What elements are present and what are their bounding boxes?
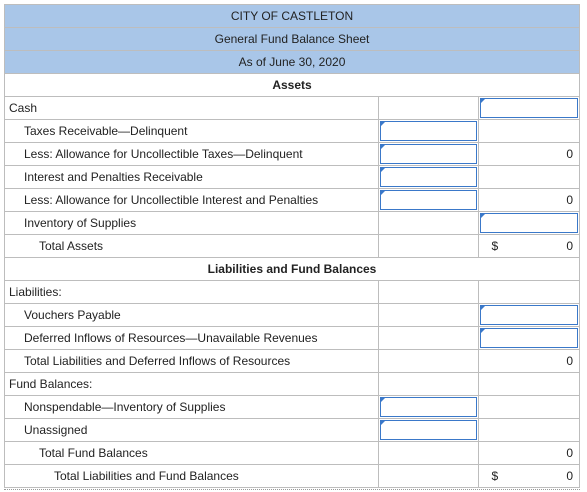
nonspendable-label: Nonspendable—Inventory of Supplies [4,395,379,419]
unassigned-label: Unassigned [4,418,379,442]
taxes-receivable-col3 [478,119,580,143]
total-assets-label: Total Assets [4,234,379,258]
total-liab-fund-label: Total Liabilities and Fund Balances [4,464,379,488]
fund-balances-col2 [377,372,480,396]
total-liabilities-value: 0 [478,349,580,373]
vouchers-payable-col2 [377,303,480,327]
inventory-col2 [377,211,480,235]
statement-date: As of June 30, 2020 [4,50,580,74]
taxes-receivable-input[interactable] [377,119,480,143]
taxes-receivable-label: Taxes Receivable—Delinquent [4,119,379,143]
liabilities-col3 [478,280,580,304]
total-liab-fund-dollar: $ [491,469,499,483]
total-assets-value: 0 [566,239,573,253]
cash-label: Cash [4,96,379,120]
allowance-taxes-value: 0 [478,142,580,166]
vouchers-payable-label: Vouchers Payable [4,303,379,327]
deferred-inflows-label: Deferred Inflows of Resources—Unavailabl… [4,326,379,350]
allowance-taxes-input[interactable] [377,142,480,166]
unassigned-input[interactable] [377,418,480,442]
bottom-divider [4,489,580,490]
vouchers-payable-input[interactable] [478,303,580,327]
allowance-interest-input[interactable] [377,188,480,212]
total-liabilities-col2 [377,349,480,373]
inventory-input[interactable] [478,211,580,235]
total-fund-balances-col2 [377,441,480,465]
balance-sheet-table: CITY OF CASTLETON General Fund Balance S… [4,4,580,488]
total-fund-balances-value: 0 [478,441,580,465]
assets-heading: Assets [4,73,580,97]
total-liabilities-label: Total Liabilities and Deferred Inflows o… [4,349,379,373]
liabilities-col2 [377,280,480,304]
fund-balances-col3 [478,372,580,396]
city-title: CITY OF CASTLETON [4,4,580,28]
nonspendable-col3 [478,395,580,419]
total-assets-cell: $ 0 [478,234,580,258]
total-liab-fund-cell: $ 0 [478,464,580,488]
inventory-label: Inventory of Supplies [4,211,379,235]
total-liab-fund-col2 [377,464,480,488]
statement-title: General Fund Balance Sheet [4,27,580,51]
nonspendable-input[interactable] [377,395,480,419]
total-liab-fund-value: 0 [566,469,573,483]
allowance-interest-label: Less: Allowance for Uncollectible Intere… [4,188,379,212]
deferred-inflows-col2 [377,326,480,350]
deferred-inflows-input[interactable] [478,326,580,350]
interest-penalties-input[interactable] [377,165,480,189]
interest-penalties-label: Interest and Penalties Receivable [4,165,379,189]
interest-penalties-col3 [478,165,580,189]
liabilities-heading: Liabilities and Fund Balances [4,257,580,281]
allowance-taxes-label: Less: Allowance for Uncollectible Taxes—… [4,142,379,166]
cash-input[interactable] [478,96,580,120]
cash-col2 [377,96,480,120]
unassigned-col3 [478,418,580,442]
total-fund-balances-label: Total Fund Balances [4,441,379,465]
total-assets-dollar: $ [491,239,499,253]
allowance-interest-value: 0 [478,188,580,212]
fund-balances-label: Fund Balances: [4,372,379,396]
total-assets-col2 [377,234,480,258]
liabilities-label: Liabilities: [4,280,379,304]
